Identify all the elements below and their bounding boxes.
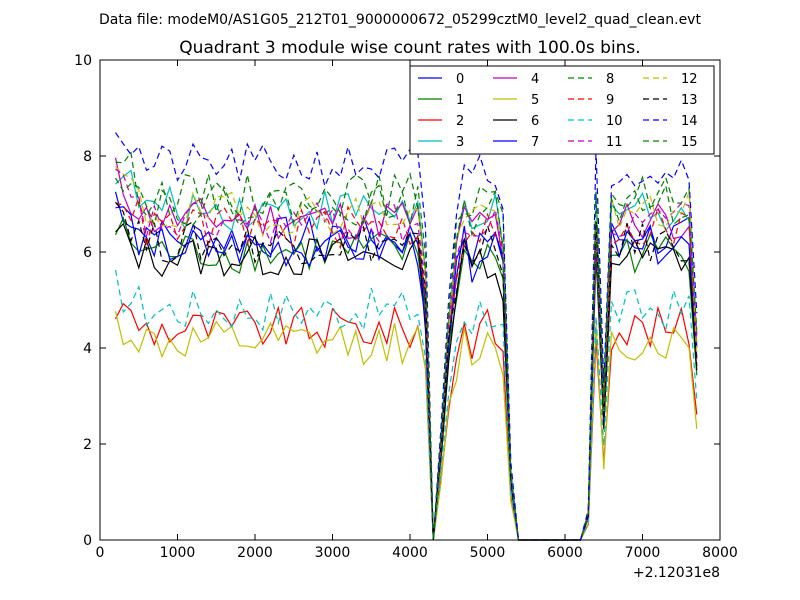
y-tick-label-2: 2 <box>83 437 92 453</box>
legend-label-1: 1 <box>456 93 464 108</box>
y-tick-label-10: 10 <box>74 53 92 69</box>
x-offset-label: +2.12031e8 <box>633 565 720 581</box>
legend-label-2: 2 <box>456 114 464 129</box>
chart-title: Quadrant 3 module wise count rates with … <box>179 38 640 58</box>
x-tick-label-6000: 6000 <box>547 545 583 561</box>
x-tick-label-4000: 4000 <box>392 545 428 561</box>
legend-label-13: 13 <box>681 93 698 108</box>
x-tick-label-3000: 3000 <box>315 545 351 561</box>
y-tick-label-8: 8 <box>83 149 92 165</box>
legend-label-8: 8 <box>606 72 614 87</box>
legend-label-4: 4 <box>531 72 539 87</box>
legend-frame <box>409 65 715 155</box>
legend-label-6: 6 <box>531 114 539 129</box>
series-line-13 <box>115 201 698 541</box>
legend-label-5: 5 <box>531 93 539 108</box>
x-tick-label-8000: 8000 <box>702 545 738 561</box>
x-tick-label-2000: 2000 <box>237 545 273 561</box>
x-tick-label-0: 0 <box>96 545 105 561</box>
x-tick-label-5000: 5000 <box>470 545 506 561</box>
legend-label-10: 10 <box>606 114 623 129</box>
legend-label-3: 3 <box>456 135 464 150</box>
legend-label-9: 9 <box>606 93 614 108</box>
legend-label-14: 14 <box>681 114 698 129</box>
series-line-4 <box>114 157 698 541</box>
legend-label-12: 12 <box>681 72 698 87</box>
legend-label-0: 0 <box>456 72 464 87</box>
series-line-8 <box>115 151 698 541</box>
data-file-label: Data file: modeM0/AS1G05_212T01_90000006… <box>99 12 701 28</box>
legend-label-7: 7 <box>531 135 539 150</box>
y-tick-label-4: 4 <box>83 341 92 357</box>
x-tick-label-1000: 1000 <box>160 545 196 561</box>
y-tick-label-6: 6 <box>83 245 92 261</box>
y-tick-label-0: 0 <box>83 533 92 549</box>
series-line-15 <box>114 177 698 541</box>
x-tick-label-7000: 7000 <box>625 545 661 561</box>
series-line-5 <box>114 311 698 541</box>
legend-label-15: 15 <box>681 135 698 150</box>
series-line-9 <box>115 197 698 541</box>
series-line-10 <box>114 269 698 541</box>
series-line-11 <box>115 168 698 541</box>
series-line-14 <box>115 132 698 541</box>
series-layer <box>114 132 698 541</box>
legend-label-11: 11 <box>606 135 623 150</box>
